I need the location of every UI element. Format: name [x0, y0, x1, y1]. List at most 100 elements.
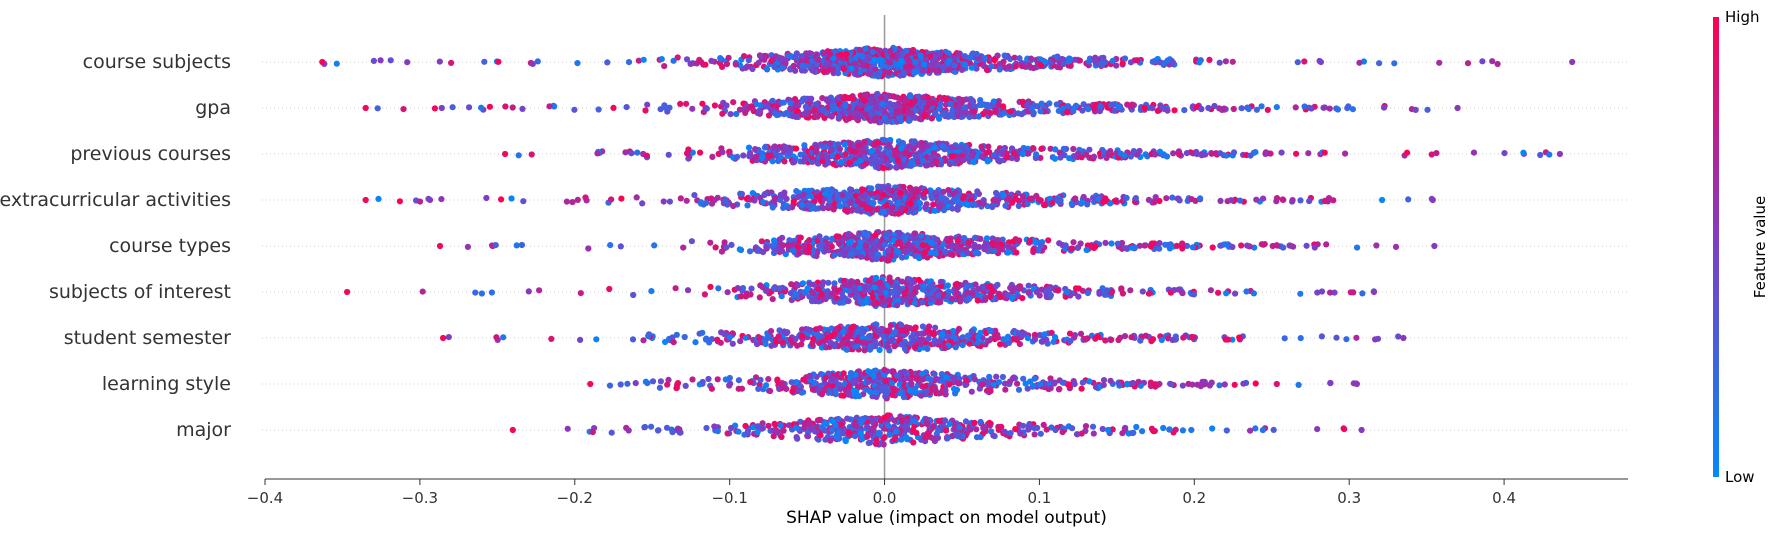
shap-point	[725, 54, 732, 61]
shap-point	[986, 337, 993, 344]
shap-point	[500, 334, 507, 341]
shap-point	[1181, 107, 1188, 114]
shap-point	[1247, 152, 1254, 159]
shap-point	[901, 70, 908, 77]
shap-point	[943, 197, 950, 204]
shap-point	[839, 192, 846, 199]
shap-point	[1326, 105, 1333, 112]
shap-point	[906, 191, 913, 198]
shap-point	[661, 63, 668, 70]
shap-point	[666, 198, 674, 205]
shap-point	[791, 159, 798, 166]
shap-point	[1149, 105, 1156, 112]
shap-point	[761, 190, 769, 198]
shap-point-extreme	[362, 196, 369, 204]
shap-point	[875, 241, 882, 249]
shap-point	[911, 235, 918, 242]
shap-point	[896, 107, 904, 114]
shap-point	[1331, 289, 1338, 296]
shap-point	[1027, 55, 1035, 62]
shap-point	[1095, 196, 1102, 203]
shap-point	[1015, 110, 1022, 117]
shap-point	[606, 285, 613, 293]
shap-point	[736, 246, 743, 253]
shap-point	[799, 62, 806, 69]
shap-point	[963, 249, 970, 256]
shap-point	[971, 108, 978, 115]
shap-point	[1189, 244, 1196, 251]
shap-point	[1053, 101, 1060, 108]
shap-point	[436, 58, 443, 65]
shap-point	[954, 157, 961, 164]
shap-point	[809, 67, 816, 74]
shap-point	[1537, 151, 1544, 159]
shap-point	[848, 250, 855, 257]
shap-point	[1217, 150, 1224, 157]
shap-point	[563, 198, 571, 205]
shap-point	[1041, 331, 1048, 338]
shap-point	[917, 102, 924, 109]
shap-point	[900, 156, 907, 163]
shap-point	[1137, 337, 1144, 344]
shap-point	[722, 197, 729, 204]
shap-point	[1016, 55, 1023, 62]
shap-point	[1132, 195, 1139, 202]
shap-point	[899, 254, 906, 261]
shap-point	[974, 297, 981, 304]
shap-point	[737, 293, 745, 300]
shap-point	[857, 157, 864, 164]
shap-point	[887, 136, 894, 144]
shap-point	[902, 64, 910, 71]
shap-point	[780, 242, 787, 249]
shap-point	[683, 197, 690, 204]
shap-point	[745, 57, 752, 64]
shap-point	[794, 282, 801, 289]
shap-point	[873, 256, 880, 263]
shap-point	[914, 158, 922, 166]
shap-point	[699, 100, 706, 107]
shap-point	[808, 298, 816, 305]
shap-point-extreme	[1429, 196, 1436, 204]
shap-point	[745, 144, 753, 151]
shap-point	[873, 153, 880, 160]
shap-point	[723, 60, 731, 68]
shap-point	[1229, 243, 1236, 251]
shap-point	[912, 201, 919, 208]
shap-point	[1065, 58, 1072, 65]
shap-point	[900, 50, 907, 57]
shap-point	[1092, 243, 1099, 250]
shap-point	[518, 241, 526, 249]
shap-point	[799, 202, 806, 209]
shap-point	[776, 285, 783, 292]
shap-point	[959, 109, 966, 116]
shap-point	[1092, 56, 1099, 63]
shap-point	[950, 190, 957, 197]
shap-point	[854, 278, 861, 285]
shap-point	[964, 289, 971, 296]
shap-point	[1342, 150, 1349, 157]
shap-point	[895, 249, 902, 256]
shap-point	[853, 115, 860, 122]
shap-point	[1206, 56, 1213, 64]
shap-point	[899, 278, 906, 285]
shap-point	[1012, 63, 1020, 70]
shap-point	[800, 95, 807, 103]
shap-point	[971, 244, 978, 251]
shap-point	[757, 102, 764, 109]
shap-point	[464, 243, 471, 250]
shap-point	[765, 152, 772, 159]
shap-point	[1037, 242, 1045, 249]
shap-point	[1068, 245, 1075, 252]
shap-point	[1024, 200, 1031, 208]
shap-point-extreme	[319, 58, 326, 66]
shap-point	[836, 145, 844, 152]
shap-point	[868, 252, 875, 259]
shap-point	[857, 239, 864, 246]
shap-point	[999, 149, 1006, 156]
shap-point	[488, 289, 495, 296]
shap-point	[779, 64, 786, 71]
shap-point	[802, 248, 809, 255]
shap-point	[1139, 288, 1146, 295]
shap-point	[781, 158, 788, 165]
shap-point	[1546, 151, 1553, 158]
